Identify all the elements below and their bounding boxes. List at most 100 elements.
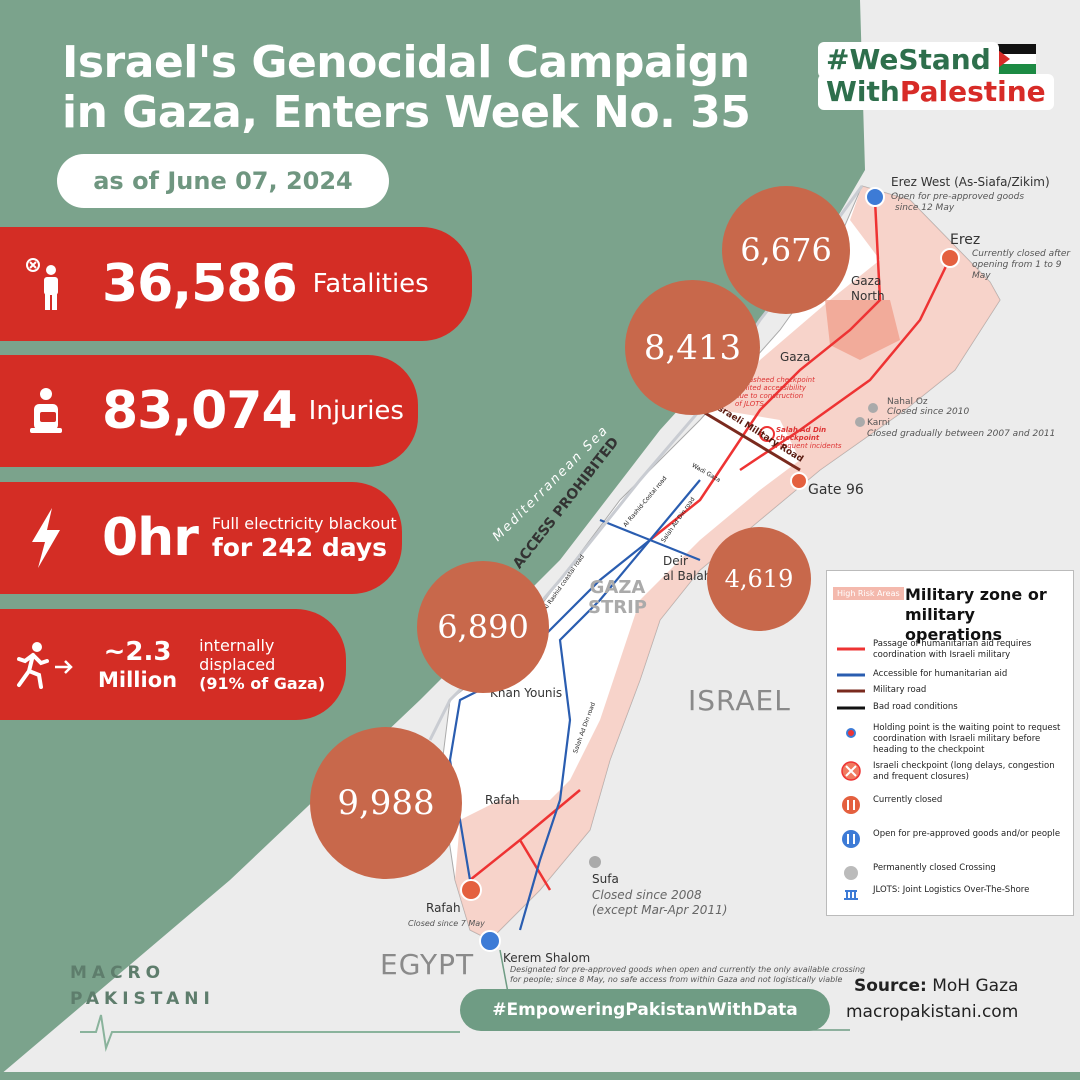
injuries-stat: 83,074 Injuries (0, 355, 418, 467)
tag-palestine-word: Palestine (899, 75, 1046, 108)
israel-label: ISRAEL (688, 684, 791, 717)
salah-line-1: Salah Ad Din (776, 426, 827, 434)
displaced-value-line-2: Million (98, 667, 178, 692)
legend-item-text: Currently closed (873, 795, 943, 805)
map-legend: High Risk Areas Military zone or militar… (826, 570, 1074, 916)
displaced-label-line-3: (91% of Gaza) (199, 674, 326, 693)
legend-title: Military zone or military operations (905, 585, 1073, 645)
displaced-label: internally displaced (91% of Gaza) (199, 636, 325, 693)
gaza-north-bubble-value: 6,676 (740, 231, 832, 269)
erez-note-1: Currently closed after (972, 249, 1071, 259)
displaced-value-line-1: ~2.3 (103, 636, 172, 667)
gaza-bubble: 8,413 (625, 280, 760, 415)
injured-person-icon (0, 386, 92, 436)
checkpoint-icon (841, 761, 861, 781)
injuries-label: Injuries (308, 396, 404, 426)
erez-label: Erez (950, 232, 981, 248)
gaza-north-bubble: 6,676 (722, 186, 850, 314)
nahal-oz-note: Closed since 2010 (887, 407, 970, 417)
erez-note: Currently closed after opening from 1 to … (972, 249, 1080, 282)
rasheed-line-1: Al Rasheed checkpoint (735, 376, 815, 384)
sufa-note-1: Closed since 2008 (592, 888, 702, 902)
logo-heartbeat-line (80, 1014, 460, 1052)
we-stand-with-palestine-tag: #WeStand WithPalestine (818, 42, 1054, 110)
nahal-oz-closed-icon (868, 403, 878, 413)
erez-west-crossing-icon (865, 187, 885, 207)
legend-item-text: Military road (873, 685, 927, 695)
displaced-value: ~2.3 Million (98, 637, 177, 693)
tag-line-2: WithPalestine (818, 74, 1054, 110)
deir-al-balah-bubble: 4,619 (707, 527, 811, 631)
source-value: MoH Gaza (926, 976, 1019, 996)
electricity-value: 0hr (102, 508, 199, 568)
logo-line-1: MACRO (70, 963, 166, 983)
source-text: Source: MoH Gaza (854, 976, 1018, 996)
kerem-shalom-label: Kerem Shalom (503, 951, 591, 965)
legend-item-text: Holding point is the waiting point to re… (873, 723, 1061, 755)
sufa-closed-icon (589, 856, 601, 868)
gaza-strip-label-line-1: GAZA (589, 577, 646, 598)
red-route-3 (469, 789, 581, 891)
displaced-label-line-1: internally (199, 636, 275, 655)
gaza-strip-label-line-2: STRIP (588, 597, 647, 618)
displaced-stat: ~2.3 Million internally displaced (91% o… (0, 609, 346, 720)
electricity-stat: 0hr Full electricity blackout for 242 da… (0, 482, 402, 594)
gaza-north-label: Gaza North (851, 274, 885, 304)
rafah-bubble: 9,988 (310, 727, 462, 879)
sufa-note-2: (except Mar-Apr 2011) (592, 903, 728, 917)
kerem-shalom-crossing-icon (479, 930, 501, 952)
rafah-bubble-value: 9,988 (337, 783, 435, 823)
fatalities-label: Fatalities (312, 269, 429, 299)
sufa-label: Sufa (592, 872, 619, 886)
rasheed-line-4: of JLOTS (735, 400, 764, 408)
empowering-hashtag-text: #EmpoweringPakistanWithData (492, 1000, 798, 1020)
egypt-label: EGYPT (380, 948, 475, 981)
erez-west-note: Open for pre-approved goods since 12 May (891, 192, 1024, 214)
logo-line-2: PAKISTANI (70, 989, 215, 1009)
empowering-hashtag-pill: #EmpoweringPakistanWithData (460, 989, 830, 1031)
salah-line-2: checkpoint (776, 434, 820, 442)
karni-note: Closed gradually between 2007 and 2011 (867, 429, 1056, 439)
khan-younis-bubble: 6,890 (417, 561, 549, 693)
khan-younis-label: Khan Younis (490, 686, 563, 700)
date-pill: as of June 07, 2024 (57, 154, 389, 208)
red-line-symbol (837, 647, 865, 651)
rafah-crossing-icon (460, 879, 482, 901)
black-line-symbol (837, 706, 865, 710)
gaza-label: Gaza (780, 350, 811, 364)
legend-item-text: Israeli checkpoint (long delays, congest… (873, 761, 1055, 782)
permanently-closed-icon (844, 866, 858, 880)
blue-route-1 (518, 479, 701, 931)
legend-item-text: Permanently closed Crossing (873, 863, 996, 873)
legend-item-text: Bad road conditions (873, 702, 958, 712)
salah-line-3: Frequent incidents (776, 442, 842, 450)
displaced-label-line-2: displaced (199, 655, 276, 674)
kerem-shalom-note-1: Designated for pre-approved goods when o… (510, 965, 866, 974)
kerem-shalom-note: Designated for pre-approved goods when o… (510, 965, 865, 985)
macro-pakistani-logo: MACRO PAKISTANI (70, 960, 215, 1012)
deir-label-line-2: al Balah (663, 569, 712, 583)
legend-item-text: Accessible for humanitarian aid (873, 669, 1008, 679)
electricity-label-line-1: Full electricity blackout (211, 513, 397, 533)
erez-crossing-icon (940, 248, 960, 268)
bottom-strip (0, 1072, 1080, 1080)
fatality-person-icon (0, 256, 92, 312)
source-label: Source: (854, 976, 927, 996)
rafah-crossing-note: Closed since 7 May (408, 919, 485, 928)
gaza-north-label-line-1: Gaza (851, 274, 882, 288)
rasheed-line-2: Limited accessibility (735, 384, 807, 392)
legend-title-line-2: military operations (905, 605, 1003, 644)
rafah-city-label: Rafah (485, 793, 520, 807)
sufa-note: Closed since 2008 (except Mar-Apr 2011) (592, 888, 727, 918)
fatalities-stat: 36,586 Fatalities (0, 227, 472, 341)
rasheed-checkpoint-label: Al Rasheed checkpoint Limited accessibili… (735, 376, 815, 408)
deir-al-balah-bubble-value: 4,619 (724, 565, 794, 593)
high-risk-zone (455, 186, 1000, 940)
blue-line-symbol (837, 673, 865, 677)
gaza-strip-label: GAZA STRIP (588, 578, 647, 618)
tag-line-1: #WeStand (818, 42, 999, 78)
legend-item-text: JLOTS: Joint Logistics Over-The-Shore (873, 885, 1030, 895)
fatalities-value: 36,586 (102, 254, 298, 314)
holding-point-icon (846, 728, 856, 738)
injuries-value: 83,074 (102, 381, 298, 441)
